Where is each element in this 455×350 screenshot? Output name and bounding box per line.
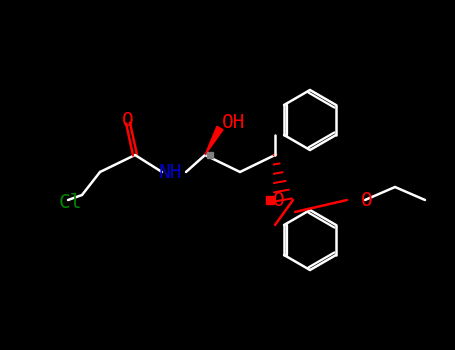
Text: NH: NH — [158, 162, 182, 182]
Text: O: O — [273, 191, 285, 210]
Text: O: O — [122, 112, 134, 131]
Text: Cl: Cl — [58, 194, 82, 212]
Text: OH: OH — [222, 113, 246, 133]
Polygon shape — [205, 126, 223, 155]
Text: O: O — [361, 191, 373, 210]
